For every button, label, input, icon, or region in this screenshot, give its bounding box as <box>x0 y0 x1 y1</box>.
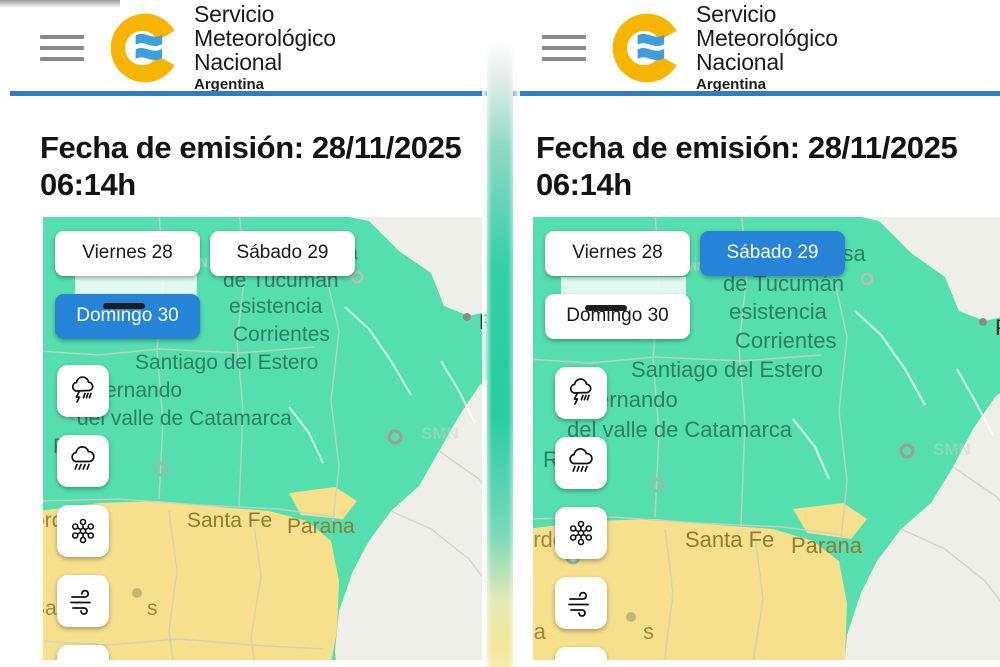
thunderstorm-icon[interactable] <box>555 367 607 420</box>
map-container-right: Formosa de Tucumán esistencia Corrientes… <box>512 217 1000 661</box>
svg-text:Santa Fe: Santa Fe <box>187 509 272 532</box>
hamburger-icon[interactable] <box>40 31 84 65</box>
snowflake-icon[interactable] <box>555 507 607 560</box>
day-tab-domingo-30[interactable]: Domingo 30 <box>545 294 690 340</box>
site-header-right: Servicio Meteorológico Nacional Argentin… <box>512 0 1000 96</box>
hamburger-icon[interactable] <box>542 31 586 65</box>
svg-text:ernando: ernando <box>105 379 182 402</box>
hamburger-line <box>542 46 586 50</box>
svg-text:Santa Fe: Santa Fe <box>685 527 774 552</box>
site-header-left: Servicio Meteorológico Nacional Argentin… <box>10 0 488 96</box>
brand-text: Servicio Meteorológico Nacional Argentin… <box>696 1 838 94</box>
smn-logo-icon <box>608 9 686 87</box>
day-tab-domingo-30[interactable]: Domingo 30 <box>55 294 200 340</box>
svg-text:Sa: Sa <box>43 597 57 620</box>
svg-text:s: s <box>147 597 158 620</box>
alert-map-right[interactable]: Formosa de Tucumán esistencia Corrientes… <box>533 217 1000 661</box>
smn-logo-icon <box>106 9 184 87</box>
hamburger-line <box>40 57 84 61</box>
svg-text:esistencia: esistencia <box>229 295 323 318</box>
map-container-left: Formosa de Tucumán esistencia Corrientes… <box>10 217 488 661</box>
header-divider <box>10 91 488 96</box>
panel-left: Servicio Meteorológico Nacional Argentin… <box>10 0 488 667</box>
brand-line-2: Meteorológico <box>194 25 336 52</box>
alert-map-left[interactable]: Formosa de Tucumán esistencia Corrientes… <box>43 217 488 661</box>
day-tabs-row-1: Viernes 28 Sábado 29 <box>55 231 475 277</box>
brand-line-4: Argentina <box>696 76 767 94</box>
svg-text:esistencia: esistencia <box>729 299 828 324</box>
screenshot-edge-artifact <box>0 0 120 8</box>
brand-logo[interactable]: Servicio Meteorológico Nacional Argentin… <box>608 1 838 94</box>
weather-filter-rail-right <box>555 367 607 661</box>
svg-text:Santiago del Estero: Santiago del Estero <box>631 357 823 382</box>
svg-text:del valle de Catamarca: del valle de Catamarca <box>567 417 793 442</box>
svg-text:Corrientes: Corrientes <box>735 328 836 353</box>
svg-text:ernando: ernando <box>597 387 678 412</box>
svg-text:Sa: Sa <box>533 619 547 644</box>
panel-right: Servicio Meteorológico Nacional Argentin… <box>512 0 1000 667</box>
tab-scroll-thumb-left[interactable] <box>103 303 145 310</box>
tab-scroll-thumb-right[interactable] <box>585 305 627 312</box>
day-tab-viernes-28[interactable]: Viernes 28 <box>545 231 690 277</box>
thunderstorm-icon[interactable] <box>57 365 109 418</box>
svg-text:Santiago del Estero: Santiago del Estero <box>135 351 318 374</box>
rain-icon[interactable] <box>555 437 607 490</box>
day-tab-sabado-29[interactable]: Sábado 29 <box>210 231 355 277</box>
divider-fade-right <box>508 0 520 667</box>
brand-logo[interactable]: Servicio Meteorológico Nacional Argentin… <box>106 1 336 94</box>
svg-text:SMN: SMN <box>421 424 459 443</box>
day-tab-viernes-28[interactable]: Viernes 28 <box>55 231 200 277</box>
rain-icon[interactable] <box>57 435 109 488</box>
day-tab-sabado-29[interactable]: Sábado 29 <box>700 231 845 277</box>
emission-date-right: Fecha de emisión: 28/11/2025 06:14h <box>536 130 958 202</box>
emission-date-left: Fecha de emisión: 28/11/2025 06:14h <box>40 130 462 202</box>
brand-line-1: Servicio <box>696 1 777 28</box>
hamburger-line <box>542 57 586 61</box>
day-tabs-right: Viernes 28 Sábado 29 Domingo 30 <box>545 231 975 340</box>
day-tabs-left: Viernes 28 Sábado 29 Domingo 30 <box>55 231 475 340</box>
snowflake-icon[interactable] <box>57 505 109 558</box>
header-divider <box>512 91 1000 96</box>
svg-text:Parana: Parana <box>287 515 355 538</box>
fog-icon[interactable] <box>57 645 109 661</box>
day-tabs-row-1: Viernes 28 Sábado 29 <box>545 231 975 277</box>
fog-icon[interactable] <box>555 647 607 661</box>
day-tabs-row-2: Domingo 30 <box>55 294 475 340</box>
weather-filter-rail-left <box>57 365 109 661</box>
wind-icon[interactable] <box>57 575 109 628</box>
brand-text: Servicio Meteorológico Nacional Argentin… <box>194 1 336 94</box>
brand-line-2: Meteorológico <box>696 25 838 52</box>
svg-text:SMN: SMN <box>933 440 971 459</box>
day-tabs-row-2: Domingo 30 <box>545 294 975 340</box>
svg-text:s: s <box>643 619 654 644</box>
brand-line-4: Argentina <box>194 76 265 94</box>
brand-line-3: Nacional <box>194 49 282 76</box>
svg-text:Parana: Parana <box>791 533 863 558</box>
hamburger-line <box>542 35 586 39</box>
hamburger-line <box>40 35 84 39</box>
hamburger-line <box>40 46 84 50</box>
svg-text:del valle de Catamarca: del valle de Catamarca <box>77 407 292 430</box>
svg-text:Corrientes: Corrientes <box>233 323 330 346</box>
wind-icon[interactable] <box>555 577 607 630</box>
divider-fade-left <box>482 0 492 667</box>
svg-text:Posadas: Posadas <box>995 315 1000 340</box>
brand-line-1: Servicio <box>194 1 275 28</box>
brand-line-3: Nacional <box>696 49 784 76</box>
